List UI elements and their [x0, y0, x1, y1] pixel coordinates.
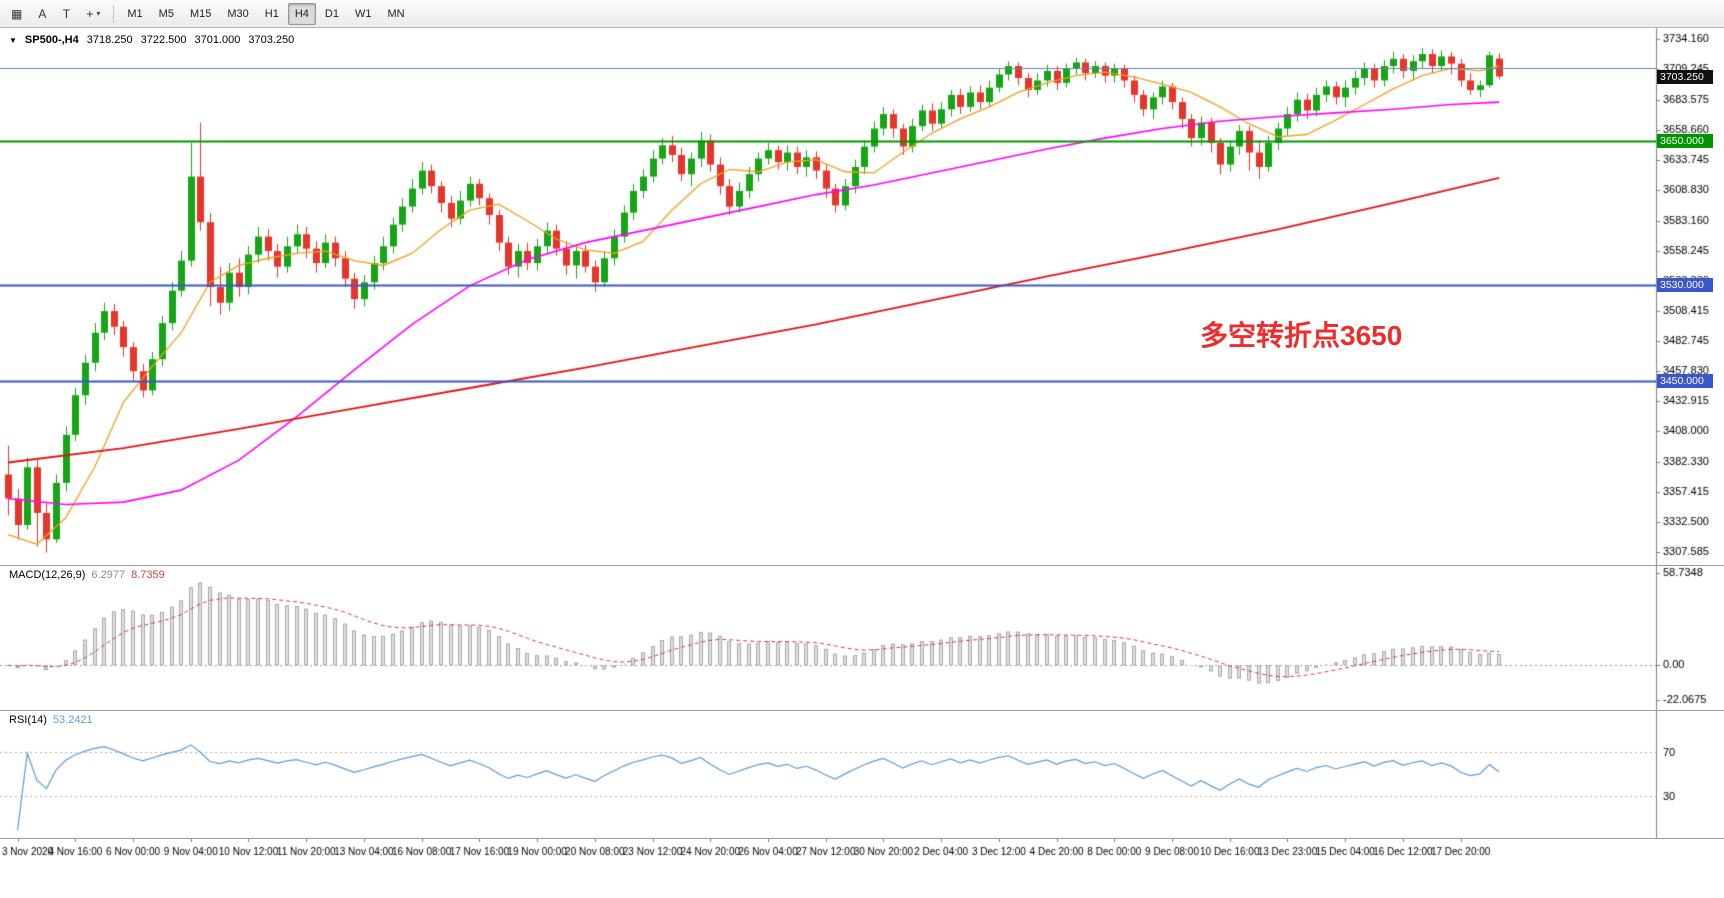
- timeframe-button-h1[interactable]: H1: [258, 3, 286, 25]
- cursor-select-button[interactable]: A: [31, 3, 53, 25]
- ohlc-high: 3722.500: [140, 34, 187, 46]
- timeframe-button-mn[interactable]: MN: [380, 3, 411, 25]
- ohlc-open: 3718.250: [86, 34, 133, 46]
- cursor-select-icon: A: [38, 6, 47, 21]
- timeframe-button-m5[interactable]: M5: [152, 3, 181, 25]
- macd-name: MACD(12,26,9): [9, 569, 86, 581]
- macd-signal-value: 8.7359: [131, 569, 165, 581]
- current-price-label: 3703.250: [1657, 69, 1713, 84]
- timeframe-button-d1[interactable]: D1: [318, 3, 346, 25]
- chart-canvas[interactable]: [0, 28, 1724, 898]
- chart-text-annotation[interactable]: 多空转折点3650: [1200, 320, 1403, 351]
- text-tool-button[interactable]: T: [55, 3, 77, 25]
- timeframe-button-m15[interactable]: M15: [183, 3, 218, 25]
- ohlc-low: 3701.000: [194, 34, 241, 46]
- panel-divider-macd-rsi[interactable]: [0, 710, 1724, 711]
- grid-icon: ▦: [11, 6, 23, 21]
- grid-button[interactable]: ▦: [4, 3, 29, 25]
- panel-divider-rsi-dates[interactable]: [0, 838, 1724, 839]
- rsi-name: RSI(14): [9, 714, 47, 726]
- toolbar: ▦ A T + ▾ M1 M5 M15 M30 H1 H4 D1 W1 MN: [0, 0, 1724, 28]
- panel-divider-main-macd[interactable]: [0, 565, 1724, 566]
- hline-3450-label[interactable]: 3450.000: [1657, 373, 1713, 388]
- symbol-period-label: SP500-,H4: [24, 34, 79, 46]
- text-tool-icon: T: [62, 6, 71, 21]
- macd-main-value: 6.2977: [91, 569, 126, 581]
- crosshair-icon: +: [86, 6, 94, 21]
- chevron-down-icon: ▾: [96, 9, 101, 18]
- chart-header: ▼ SP500-,H4 3718.250 3722.500 3701.000 3…: [9, 34, 294, 46]
- ohlc-close: 3703.250: [248, 34, 295, 46]
- rsi-panel-label: RSI(14) 53.2421: [9, 714, 93, 726]
- rsi-value: 53.2421: [52, 714, 93, 726]
- toolbar-separator: [113, 4, 115, 23]
- macd-panel-label: MACD(12,26,9) 6.2977 8.7359: [9, 569, 165, 581]
- hline-3530-label[interactable]: 3530.000: [1657, 277, 1713, 292]
- timeframe-button-w1[interactable]: W1: [348, 3, 379, 25]
- collapse-triangle-icon[interactable]: ▼: [9, 35, 17, 45]
- timeframe-button-h4[interactable]: H4: [287, 2, 316, 25]
- crosshair-button[interactable]: + ▾: [79, 3, 107, 25]
- timeframe-button-m30[interactable]: M30: [220, 3, 255, 25]
- hline-3650-label[interactable]: 3650.000: [1657, 133, 1713, 148]
- timeframe-button-m1[interactable]: M1: [120, 3, 149, 25]
